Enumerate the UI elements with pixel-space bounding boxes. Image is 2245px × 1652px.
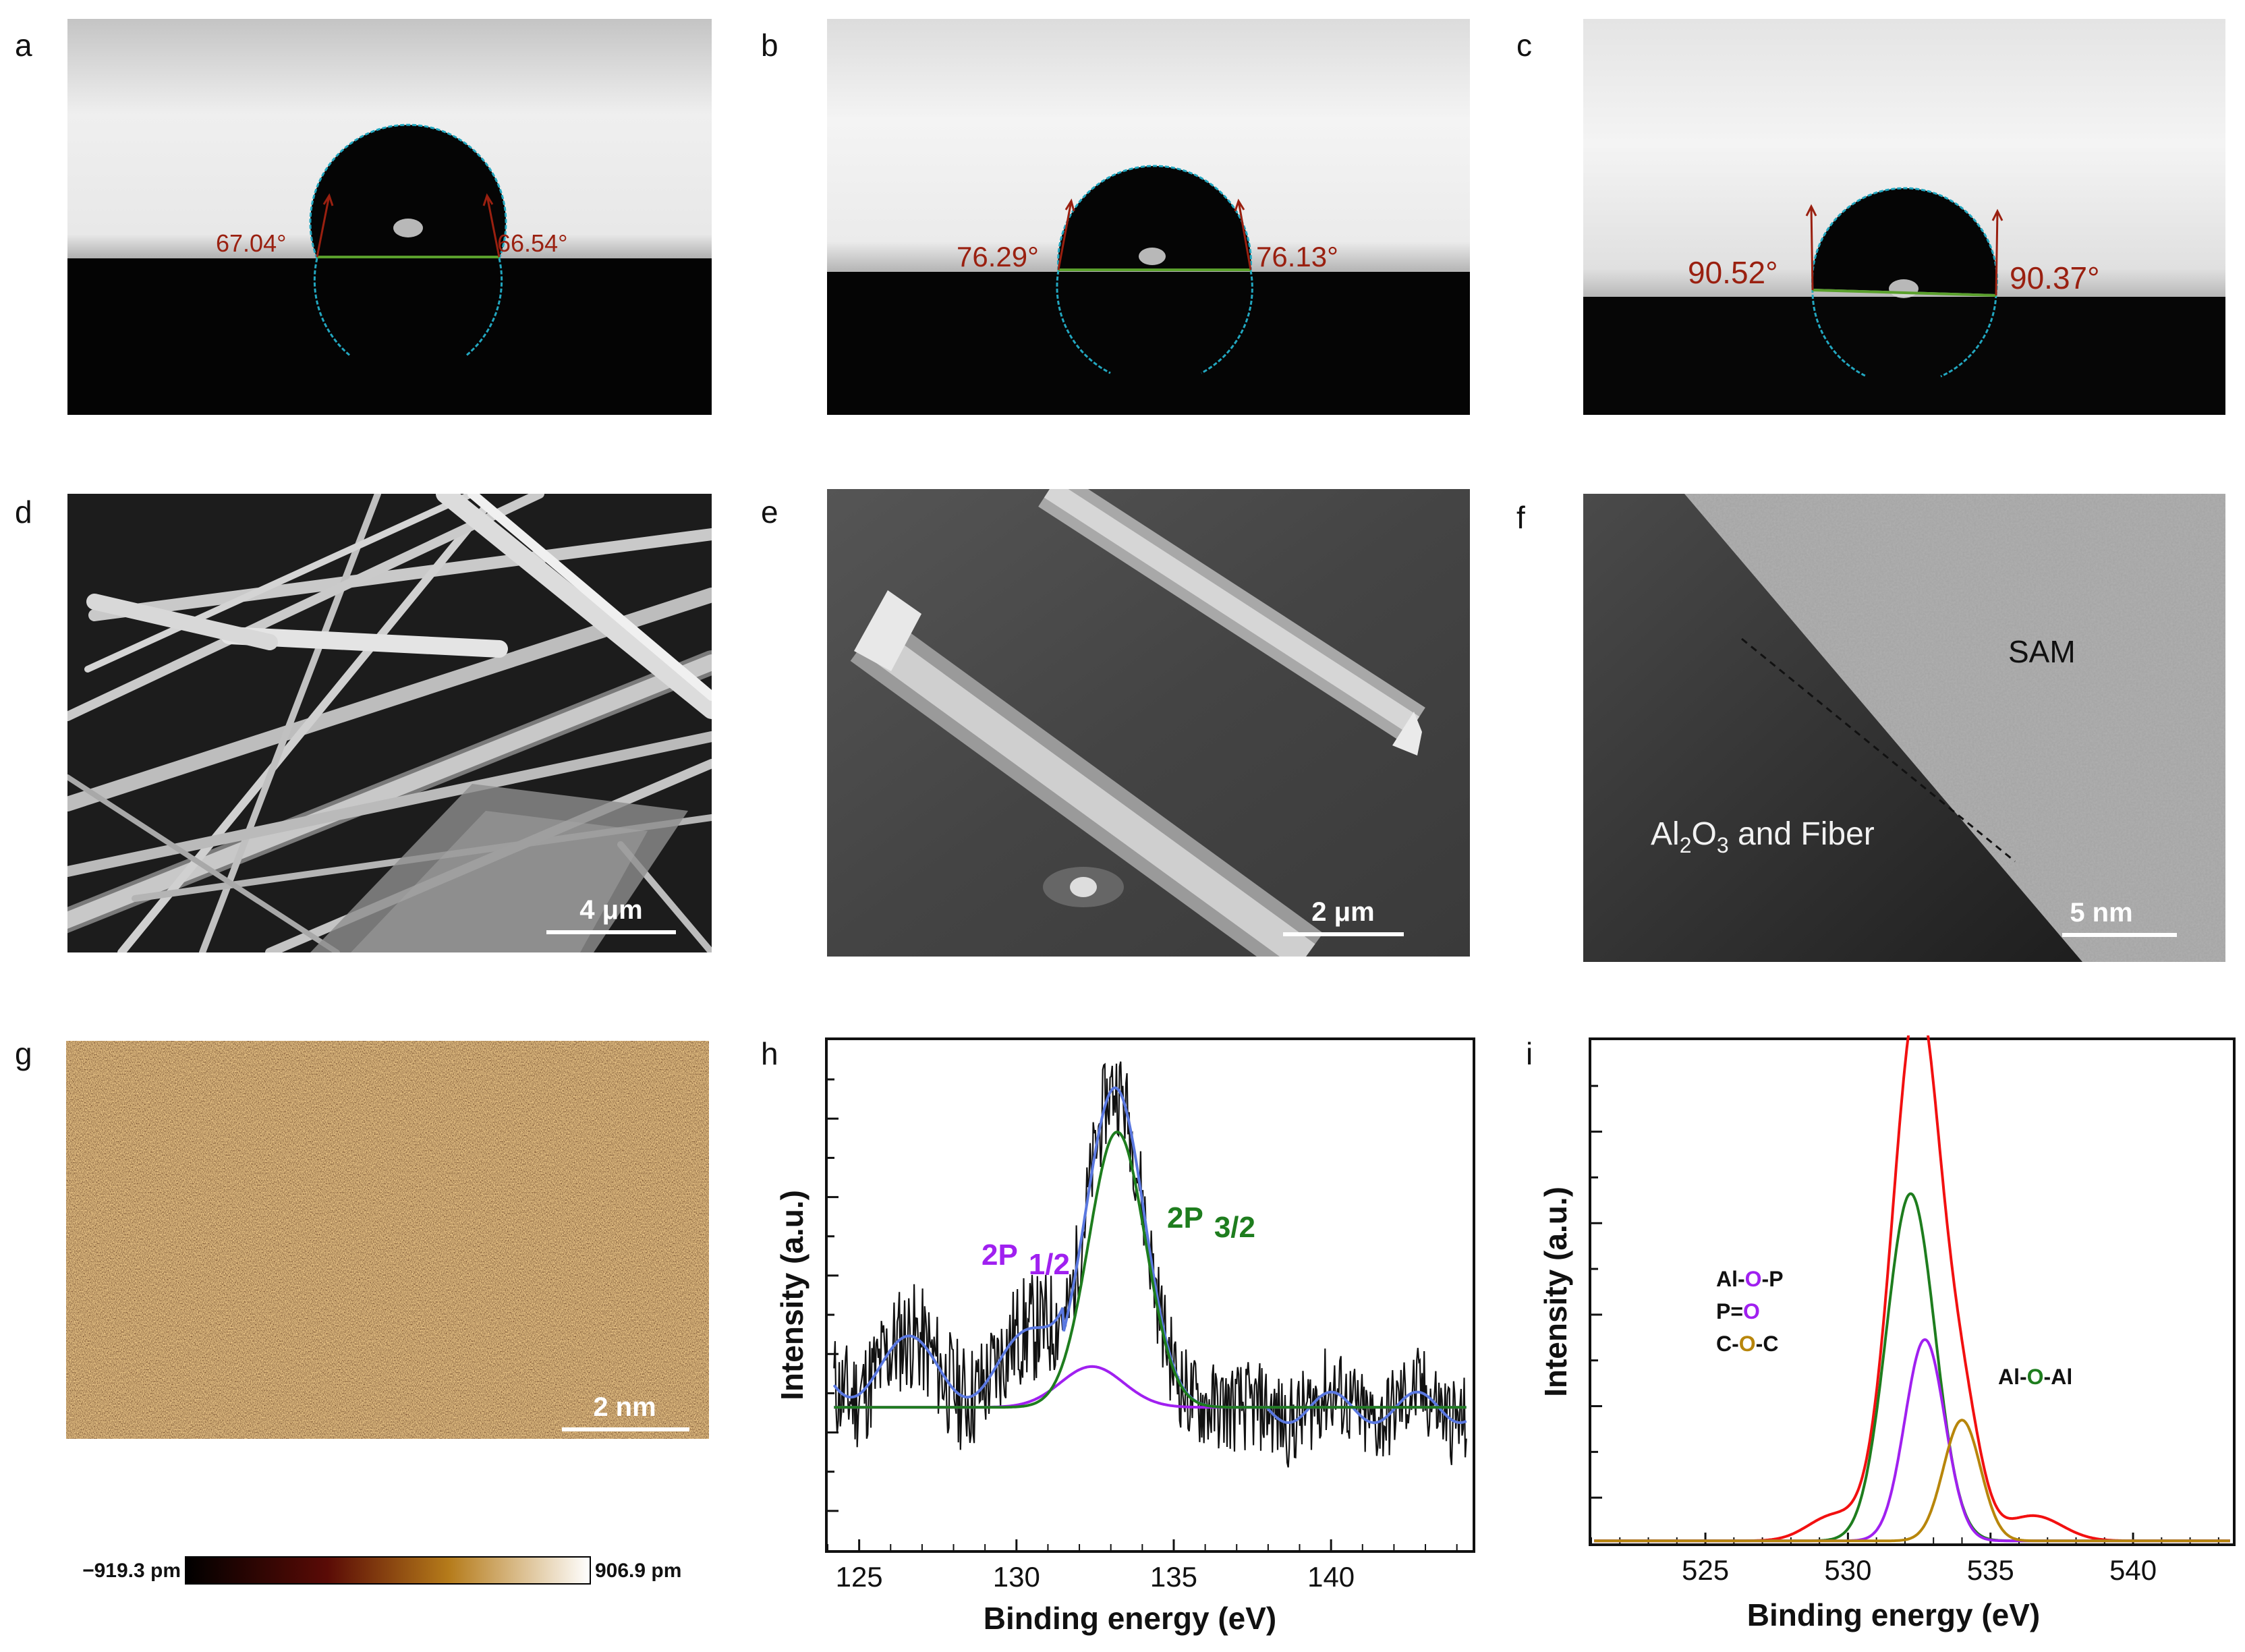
xps-chart-i: 525 530 535 540 Binding energy (eV) Intensi… — [1538, 1035, 2236, 1632]
panel-label-e: e — [761, 494, 778, 530]
xps-chart-h: 125 130 135 140 Binding energy (eV) Intensi… — [774, 1037, 1475, 1636]
y-axis-title: Intensity (a.u.) — [1538, 1187, 1573, 1397]
x-tick-label: 530 — [1824, 1554, 1871, 1586]
x-tick-label: 125 — [836, 1561, 883, 1593]
scale-label: 2 nm — [593, 1392, 656, 1422]
sem-image-e: 2 μm — [827, 489, 1470, 957]
x-tick-label: 540 — [2109, 1554, 2157, 1586]
annotation-al-o-p: Al-O-P — [1716, 1267, 1784, 1291]
contact-angle-image-c: 90.52° 90.37° — [1583, 19, 2225, 415]
panel-label-i: i — [1526, 1036, 1533, 1071]
left-angle-label: 67.04° — [216, 229, 286, 257]
panel-label-h: h — [761, 1036, 778, 1071]
left-angle-label: 90.52° — [1688, 255, 1778, 290]
sem-image-d: 4 μm — [67, 494, 712, 952]
panel-label-a: a — [15, 28, 32, 63]
contact-angle-image-a: 67.04° 66.54° — [67, 19, 712, 415]
panel-label-d: d — [15, 494, 32, 530]
annotation-al-o-al: Al-O-Al — [1998, 1365, 2072, 1389]
plot-frame — [825, 1037, 1475, 1553]
x-tick-label: 140 — [1307, 1561, 1355, 1593]
x-tick-label: 135 — [1150, 1561, 1197, 1593]
annotation-c-o-c: C-O-C — [1716, 1332, 1778, 1356]
right-angle-label: 90.37° — [2010, 260, 2100, 295]
peak-2p32-line — [834, 1131, 1467, 1409]
peak2-label: 2P 3/2 — [1167, 1201, 1255, 1244]
alumina-label: Al2O3 and Fiber — [1651, 816, 1875, 857]
scale-label: 4 μm — [579, 895, 642, 925]
colorbar-min: −919.3 pm — [82, 1560, 181, 1582]
colorbar-max: 906.9 pm — [595, 1560, 681, 1582]
droplet-outline — [309, 123, 507, 358]
y-axis-title: Intensity (a.u.) — [774, 1190, 809, 1400]
sam-label: SAM — [2008, 634, 2076, 669]
colorbar: −919.3 pm 906.9 pm — [82, 1556, 681, 1585]
left-angle-label: 76.29° — [957, 241, 1039, 273]
scale-label: 5 nm — [2070, 898, 2132, 928]
annotation-p-o: P=O — [1716, 1299, 1760, 1323]
panel-label-c: c — [1516, 28, 1532, 63]
right-angle-label: 66.54° — [497, 229, 567, 257]
afm-image-g: 2 nm — [66, 1041, 709, 1439]
fit-envelope-line — [832, 1086, 1467, 1425]
scale-label: 2 μm — [1311, 897, 1374, 927]
raw-spectrum-line — [833, 1061, 1467, 1468]
droplet — [310, 125, 506, 258]
plot-frame — [1589, 1037, 2236, 1546]
x-axis-title: Binding energy (eV) — [984, 1601, 1276, 1636]
x-tick-label: 535 — [1967, 1554, 2014, 1586]
x-axis-title: Binding energy (eV) — [1747, 1597, 2040, 1632]
x-tick-label: 525 — [1682, 1554, 1729, 1586]
contact-angle-image-b: 76.29° 76.13° — [827, 19, 1470, 415]
right-angle-label: 76.13° — [1256, 241, 1338, 273]
panel-label-b: b — [761, 28, 778, 63]
x-tick-label: 130 — [993, 1561, 1040, 1593]
panel-label-g: g — [15, 1036, 32, 1071]
interface-line — [1741, 637, 2016, 863]
c-o-c-line — [1594, 1419, 2230, 1543]
tem-image-f: SAM Al2O3 and Fiber 5 nm — [1583, 494, 2225, 962]
peak1-label: 2P 1/2 — [982, 1238, 1070, 1281]
panel-label-f: f — [1516, 500, 1525, 535]
